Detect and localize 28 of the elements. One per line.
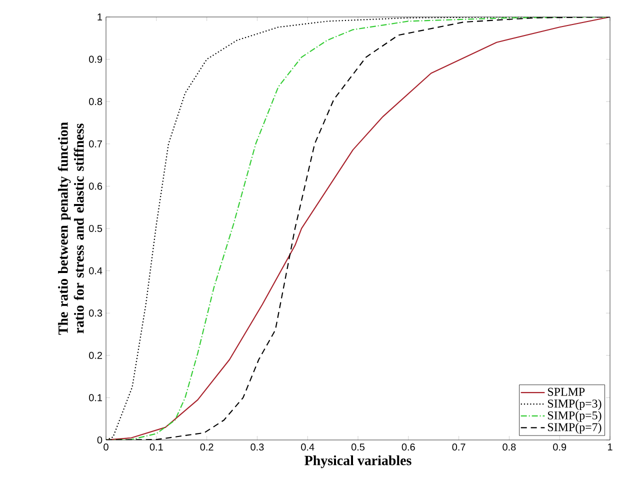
legend-label: SPLMP bbox=[548, 388, 585, 396]
x-tick-label: 0.2 bbox=[200, 444, 214, 451]
x-tick-label: 0.1 bbox=[150, 444, 163, 451]
x-tick-label: 0.6 bbox=[402, 444, 415, 451]
x-tick-label: 0.9 bbox=[553, 444, 566, 451]
legend-label: SIMP(p=7) bbox=[548, 422, 602, 434]
y-tick-label: 1 bbox=[98, 14, 102, 20]
y-tick-label: 0.7 bbox=[89, 140, 102, 148]
y-tick-label: 0.3 bbox=[89, 310, 102, 317]
legend-label: SIMP(p=5) bbox=[548, 410, 602, 422]
y-tick-label: 0 bbox=[97, 436, 102, 444]
x-tick-label: 0.4 bbox=[301, 444, 314, 451]
legend-label: SIMP(p=3) bbox=[548, 399, 602, 410]
x-tick-label: 0 bbox=[104, 444, 108, 451]
x-tick-label: 0.8 bbox=[502, 444, 516, 451]
y-tick-label: 0.1 bbox=[89, 394, 102, 402]
x-tick-label: 0.7 bbox=[452, 444, 466, 451]
y-tick-label: 0.8 bbox=[89, 98, 102, 106]
y-axis-title: The ratio between penalty function ratio for stress and elastic stiffness bbox=[58, 122, 84, 335]
y-tick-label: 0.6 bbox=[89, 182, 102, 190]
y-tick-label: 0.9 bbox=[89, 56, 102, 63]
x-tick-label: 0.3 bbox=[250, 444, 264, 451]
y-tick-label: 0.4 bbox=[89, 267, 102, 274]
y-tick-label: 0.2 bbox=[89, 352, 102, 359]
x-tick-label: 1 bbox=[608, 444, 612, 450]
x-axis-title: Physical variables bbox=[304, 455, 412, 468]
x-tick-label: 0.5 bbox=[351, 444, 365, 451]
y-tick-label: 0.5 bbox=[89, 224, 102, 232]
